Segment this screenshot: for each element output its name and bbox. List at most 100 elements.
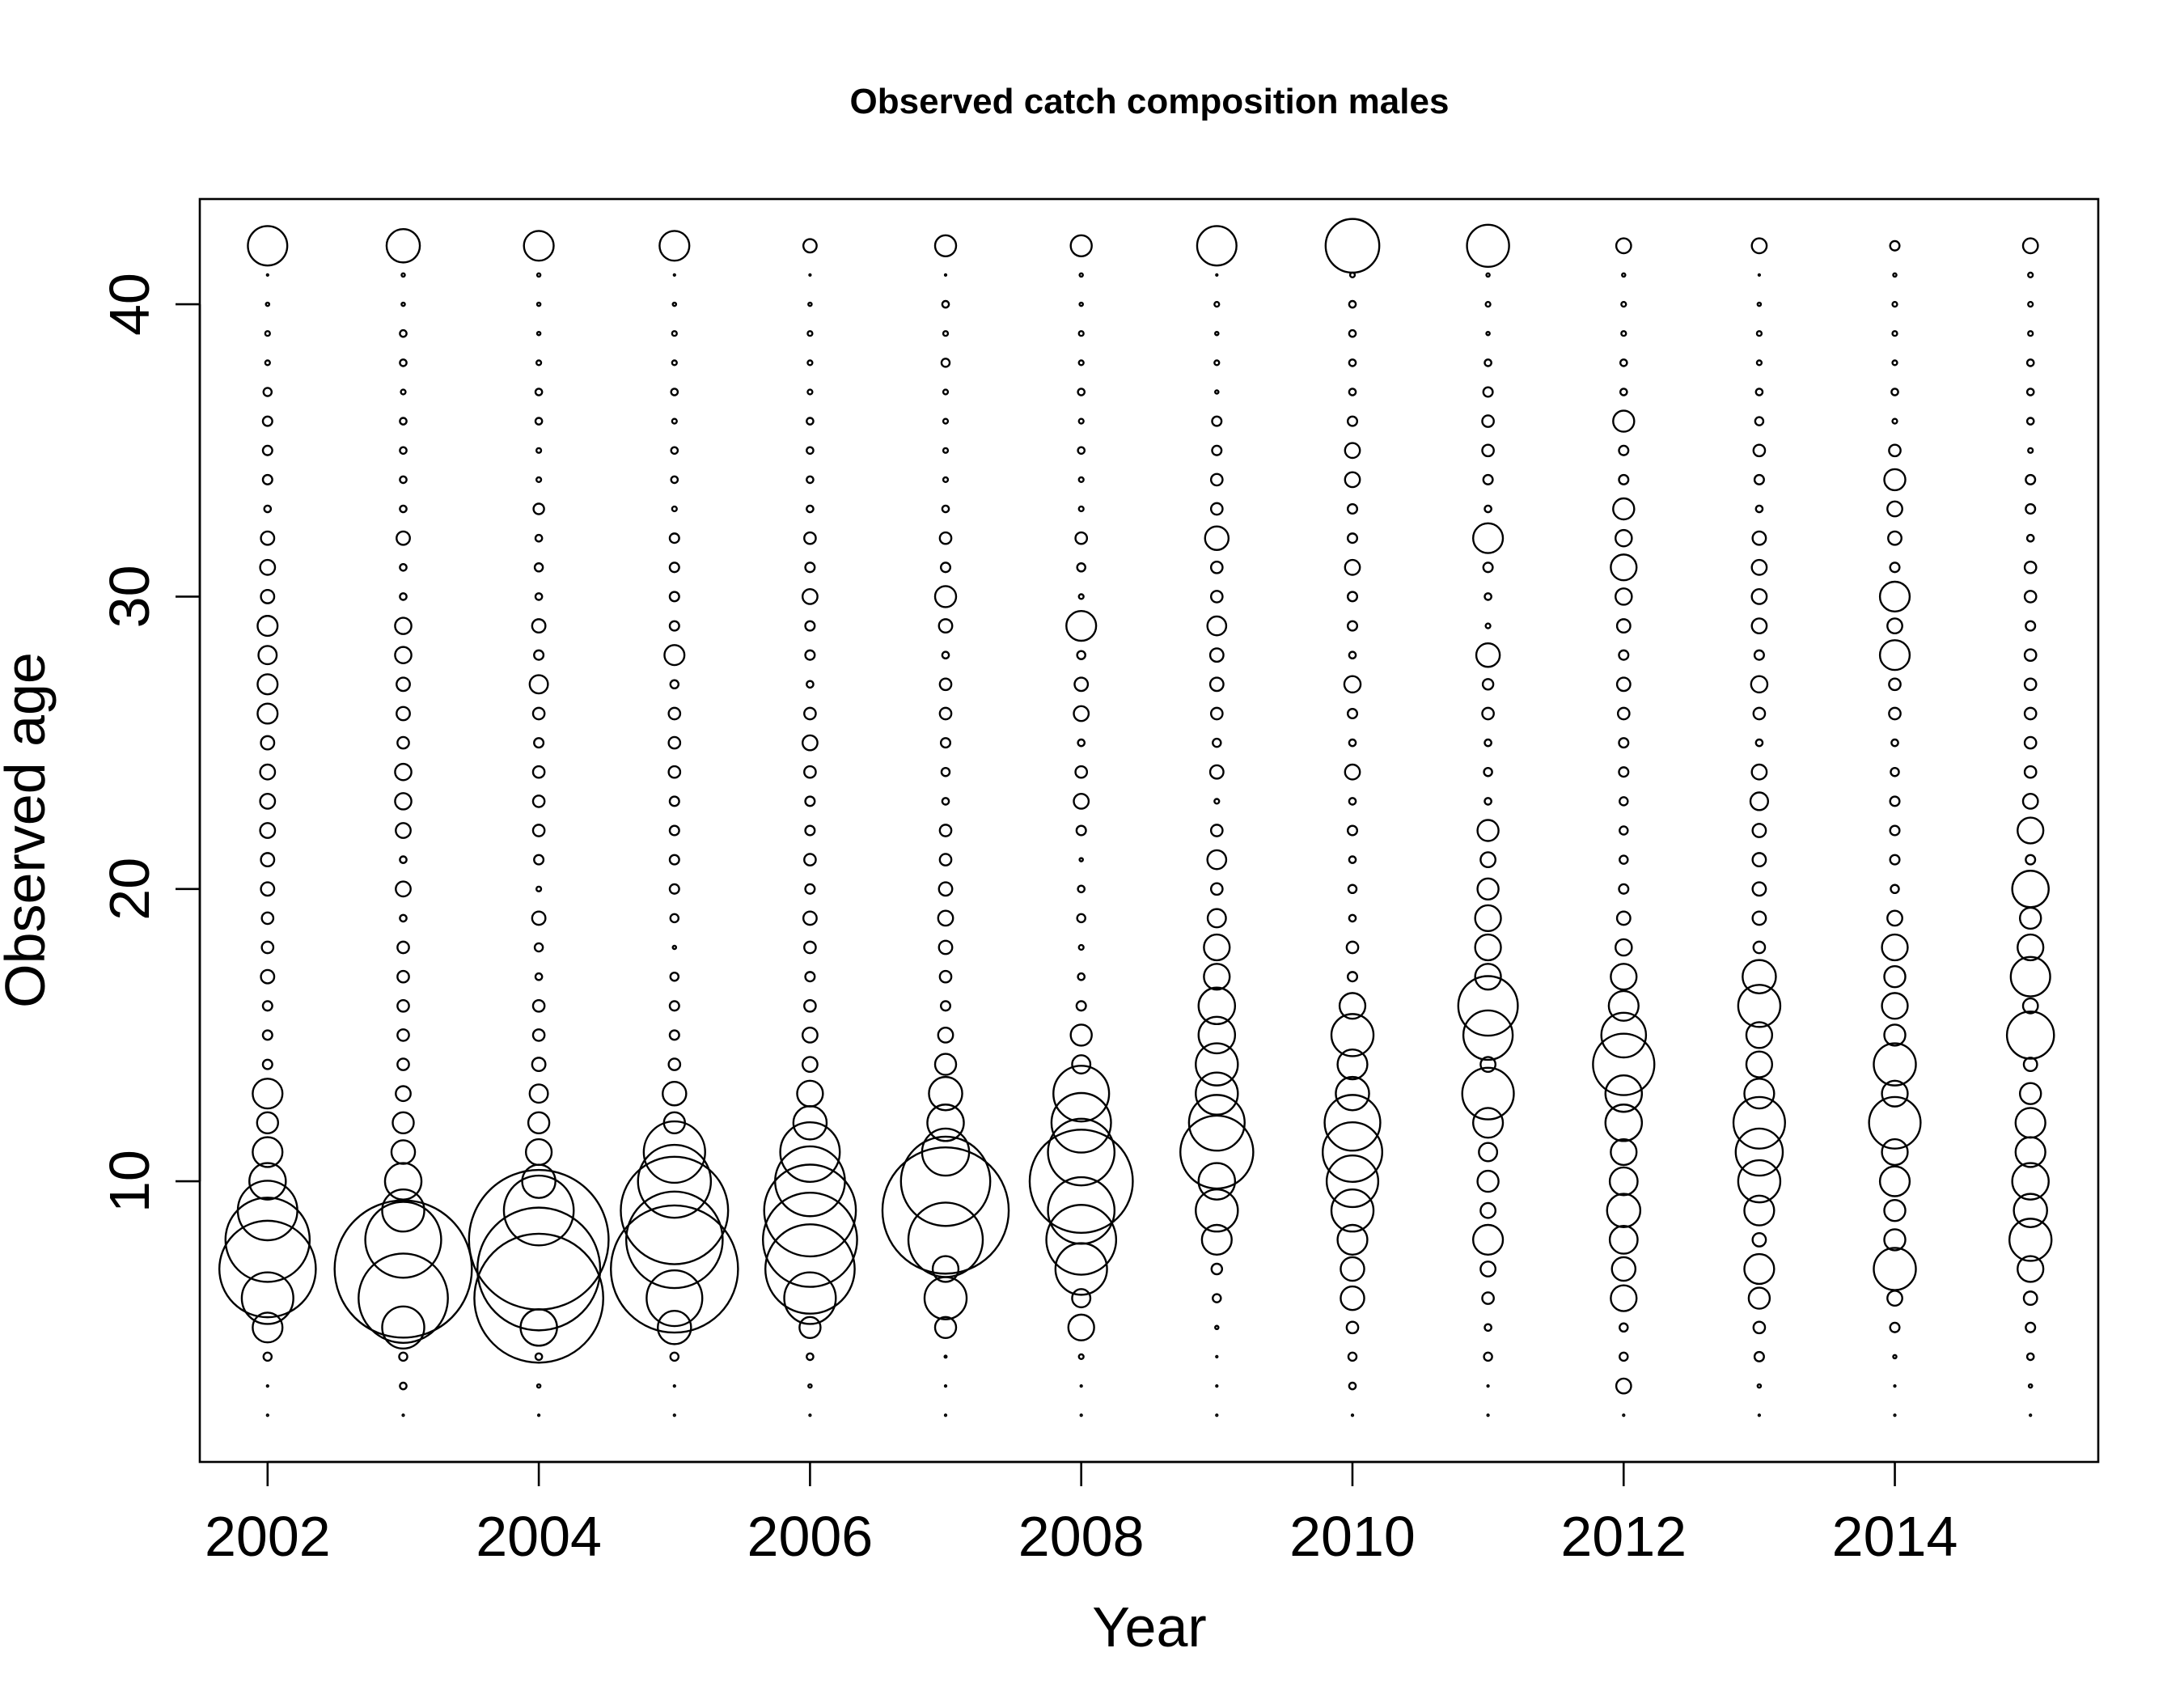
bubble-2008-age-19 bbox=[1076, 913, 1086, 924]
bubble-2011-age-20 bbox=[1476, 877, 1500, 901]
y-axis-label: Observed age bbox=[0, 652, 57, 1008]
bubble-2006-age-21 bbox=[803, 853, 817, 866]
bubble-2004-age-28 bbox=[533, 649, 545, 661]
bubble-2002-age-7 bbox=[218, 1219, 317, 1319]
bubble-2014-age-30 bbox=[1878, 580, 1911, 612]
bubble-2002-age-34 bbox=[261, 473, 273, 485]
bubble-2008-age-31 bbox=[1076, 562, 1086, 573]
bubble-2009-age-21 bbox=[1206, 849, 1228, 871]
bubble-2015-age-37 bbox=[2025, 388, 2035, 396]
bubble-2002-age-24 bbox=[259, 763, 277, 781]
bubble-2002-age-28 bbox=[257, 645, 278, 666]
y-axis: 10 20 30 40 bbox=[98, 273, 201, 1213]
bubble-2002-age-38 bbox=[264, 359, 271, 366]
bubble-2008-age-34 bbox=[1077, 476, 1085, 484]
bubble-2009-age-33 bbox=[1209, 502, 1224, 516]
bubble-2011-age-19 bbox=[1474, 904, 1502, 933]
bubble-2010-age-33 bbox=[1346, 502, 1359, 515]
bubble-2008-age-14 bbox=[1071, 1054, 1092, 1075]
bubble-2013-age-4 bbox=[1753, 1350, 1765, 1362]
bubble-2002-age-31 bbox=[259, 558, 277, 576]
bubble-2003-age-38 bbox=[399, 358, 408, 367]
bubble-2008-age-3 bbox=[1079, 1383, 1083, 1388]
bubble-2014-age-31 bbox=[1889, 561, 1901, 574]
bubble-2012-age-20 bbox=[1618, 883, 1630, 895]
bubble-2007-age-40 bbox=[941, 299, 950, 309]
bubble-2006-age-31 bbox=[804, 561, 816, 574]
bubble-2009-age-7 bbox=[1210, 1262, 1224, 1276]
bubble-2011-age-9 bbox=[1479, 1201, 1497, 1219]
bubble-2003-age-19 bbox=[399, 913, 408, 923]
bubble-2003-age-34 bbox=[399, 475, 408, 485]
bubble-2002-age-14 bbox=[261, 1058, 273, 1070]
bubble-2004-age-33 bbox=[532, 502, 545, 515]
bubble-2005-age-8 bbox=[624, 1190, 724, 1290]
bubble-2007-age-36 bbox=[942, 417, 950, 425]
bubble-2005-age-28 bbox=[663, 644, 686, 667]
bubble-2009-age-25 bbox=[1212, 737, 1222, 748]
bubble-2015-age-10 bbox=[2011, 1162, 2050, 1201]
bubble-2007-age-23 bbox=[941, 797, 950, 806]
bubble-2009-age-29 bbox=[1206, 615, 1228, 637]
bubble-2002-age-9 bbox=[236, 1180, 298, 1242]
bubble-2002-age-18 bbox=[260, 940, 275, 955]
bubble-2002-age-4 bbox=[262, 1351, 273, 1362]
bubble-2013-age-24 bbox=[1750, 763, 1768, 781]
bubble-2006-age-15 bbox=[802, 1027, 819, 1044]
bubble-2012-age-23 bbox=[1619, 796, 1629, 807]
bubble-2012-age-7 bbox=[1610, 1256, 1637, 1282]
bubble-2004-age-34 bbox=[535, 476, 543, 484]
bubble-2008-age-4 bbox=[1077, 1353, 1085, 1361]
bubble-2006-age-17 bbox=[804, 971, 816, 983]
bubble-2015-age-3 bbox=[2027, 1383, 2034, 1389]
bubble-2009-age-36 bbox=[1211, 415, 1223, 427]
bubble-2014-age-41 bbox=[1892, 272, 1898, 278]
bubble-2010-age-3 bbox=[1348, 1381, 1357, 1391]
bubble-2008-age-33 bbox=[1077, 505, 1085, 513]
bubble-2006-age-19 bbox=[802, 910, 818, 926]
bubble-2005-age-16 bbox=[668, 1000, 680, 1012]
bubble-2010-age-38 bbox=[1348, 358, 1357, 367]
bubble-2002-age-3 bbox=[265, 1383, 269, 1388]
bubble-2008-age-24 bbox=[1074, 765, 1089, 779]
bubble-2004-age-15 bbox=[531, 1028, 546, 1042]
bubble-2007-age-4 bbox=[943, 1354, 948, 1359]
bubble-2012-age-19 bbox=[1615, 910, 1632, 926]
bubble-2013-age-27 bbox=[1750, 675, 1769, 694]
bubble-2005-age-14 bbox=[667, 1057, 682, 1071]
bubble-2004-age-29 bbox=[531, 618, 547, 634]
bubble-2015-age-13 bbox=[2018, 1082, 2042, 1105]
bubble-2006-age-23 bbox=[804, 795, 816, 807]
bubble-2002-age-16 bbox=[261, 1000, 273, 1012]
bubble-2007-age-10 bbox=[899, 1135, 992, 1227]
bubble-2003-age-41 bbox=[400, 272, 406, 278]
bubble-2003-age-9 bbox=[381, 1188, 425, 1233]
bubble-2013-age-28 bbox=[1753, 649, 1765, 661]
bubble-2008-age-41 bbox=[1078, 272, 1084, 278]
bubble-2005-age-15 bbox=[668, 1029, 680, 1041]
bubble-2015-age-31 bbox=[2023, 560, 2038, 574]
bubble-2012-age-36 bbox=[1612, 409, 1636, 433]
bubble-2014-age-12 bbox=[1868, 1095, 1922, 1150]
bubble-2011-age-36 bbox=[1481, 414, 1495, 428]
bubble-2014-age-36 bbox=[1891, 417, 1898, 425]
bubble-2006-age-42 bbox=[802, 238, 818, 254]
bubble-2012-age-11 bbox=[1610, 1138, 1638, 1167]
bubble-2008-age-30 bbox=[1077, 593, 1085, 600]
bubble-2003-age-27 bbox=[396, 676, 411, 693]
bubble-2002-age-15 bbox=[261, 1029, 273, 1041]
bubble-2005-age-25 bbox=[667, 735, 682, 750]
bubble-2012-age-14 bbox=[1592, 1032, 1656, 1096]
bubble-2009-age-37 bbox=[1214, 389, 1220, 395]
bubble-2004-age-41 bbox=[535, 272, 542, 278]
bubble-2013-age-11 bbox=[1734, 1127, 1784, 1177]
bubble-2013-age-21 bbox=[1751, 852, 1767, 868]
bubble-2009-age-11 bbox=[1179, 1114, 1255, 1190]
bubble-2010-age-31 bbox=[1344, 558, 1361, 576]
bubble-2002-age-2 bbox=[265, 1413, 269, 1417]
bubble-2003-age-32 bbox=[396, 530, 411, 546]
bubble-2011-age-37 bbox=[1482, 386, 1494, 398]
bubble-2007-age-3 bbox=[943, 1383, 948, 1388]
bubble-2014-age-17 bbox=[1883, 964, 1907, 989]
